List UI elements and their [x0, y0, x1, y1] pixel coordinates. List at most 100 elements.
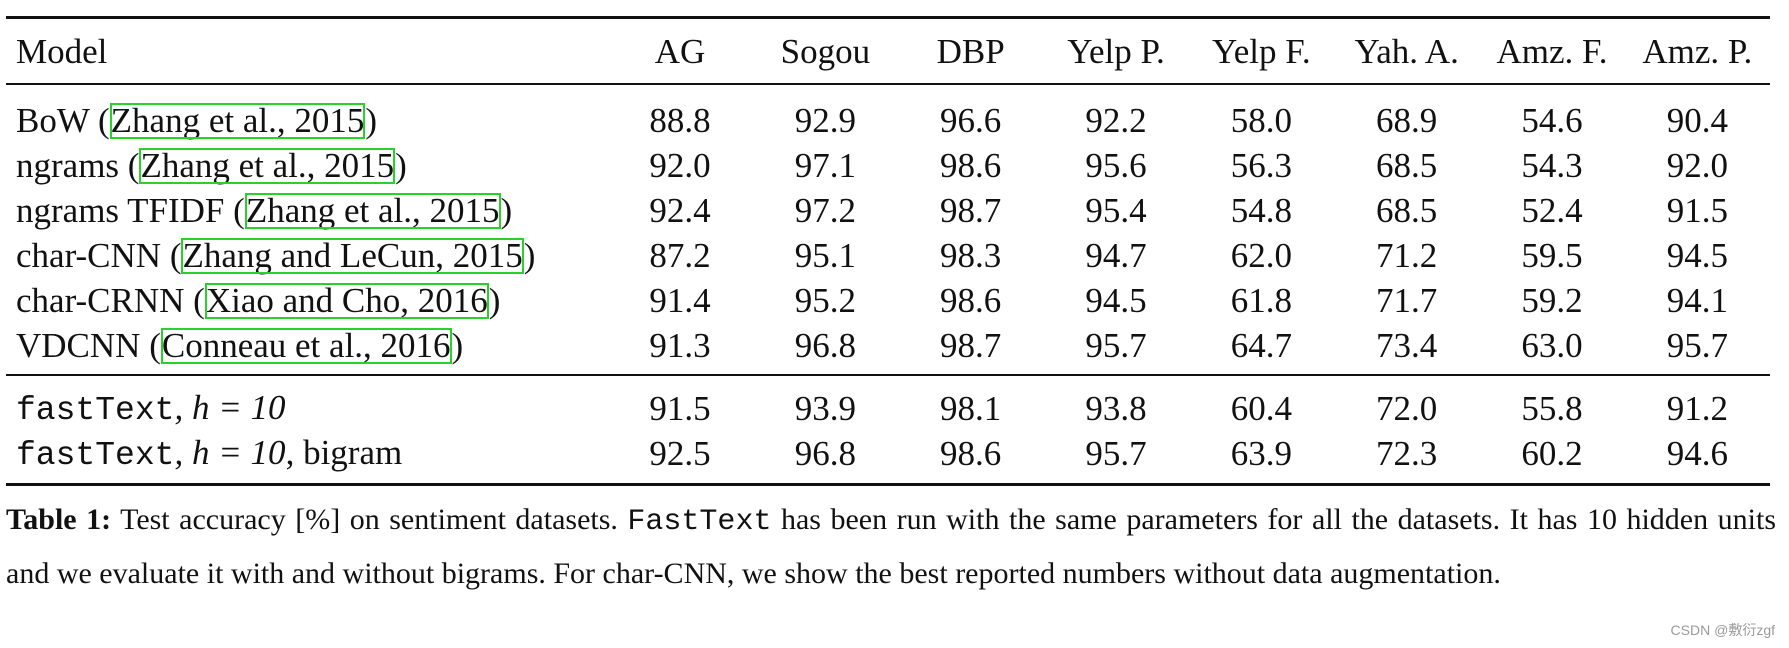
value-cell: 94.7 [1085, 235, 1147, 275]
value-cell: 97.2 [794, 190, 856, 230]
model-name: VDCNN ( [16, 325, 161, 365]
value-cell: 91.5 [649, 388, 711, 428]
model-cell: char-CRNN (Xiao and Cho, 2016) [6, 278, 607, 323]
header-cell: Amz. F. [1496, 32, 1608, 71]
model-close-paren: ) [488, 280, 501, 320]
value-cell: 91.2 [1666, 388, 1728, 428]
header-cell: Amz. P. [1642, 32, 1753, 71]
model-close-paren: ) [451, 325, 464, 365]
citation-link[interactable]: Zhang and LeCun, 2015 [181, 235, 524, 275]
model-name: ngrams TFIDF ( [16, 190, 245, 230]
value-cell: 94.1 [1666, 280, 1728, 320]
table-row: fastText, h = 10, bigram 92.5 96.8 98.6 95.7… [6, 431, 1770, 476]
header-cell: Yelp F. [1211, 32, 1311, 71]
value-cell: 98.7 [940, 190, 1002, 230]
value-cell: 98.7 [940, 325, 1002, 365]
value-cell: 94.5 [1085, 280, 1147, 320]
header-cell: DBP [936, 32, 1005, 71]
model-mono-name: fastText [16, 392, 175, 429]
citation-link[interactable]: Xiao and Cho, 2016 [204, 280, 489, 320]
model-cell: ngrams TFIDF (Zhang et al., 2015) [6, 188, 607, 233]
value-cell: 91.5 [1666, 190, 1728, 230]
model-cell: fastText, h = 10 [6, 386, 607, 431]
table-row: ngrams (Zhang et al., 2015) 92.0 97.1 98.6 9… [6, 143, 1770, 188]
top-rule [6, 16, 1770, 19]
citation-link[interactable]: Conneau et al., 2016 [160, 325, 452, 365]
value-cell: 98.6 [940, 433, 1002, 473]
value-cell: 88.8 [649, 100, 711, 140]
table-row: BoW (Zhang et al., 2015) 88.8 92.9 96.6 92.2… [6, 98, 1770, 143]
model-close-paren: ) [523, 235, 536, 275]
model-param: , h = 10 [174, 388, 286, 427]
table-caption: Table 1: Test accuracy [%] on sentiment … [6, 494, 1776, 599]
value-cell: 96.6 [940, 100, 1002, 140]
value-cell: 59.2 [1521, 280, 1583, 320]
value-cell: 92.2 [1085, 100, 1147, 140]
value-cell: 95.7 [1085, 325, 1147, 365]
citation-link[interactable]: Zhang et al., 2015 [139, 145, 396, 185]
model-cell: ngrams (Zhang et al., 2015) [6, 143, 607, 188]
value-cell: 73.4 [1376, 325, 1438, 365]
value-cell: 71.7 [1376, 280, 1438, 320]
caption-label: Table 1: [6, 503, 112, 536]
model-name: char-CRNN ( [16, 280, 205, 320]
value-cell: 95.1 [794, 235, 856, 275]
header-row: Model AG Sogou DBP Yelp P. Yelp F. Yah. … [6, 16, 1770, 86]
value-cell: 55.8 [1521, 388, 1583, 428]
model-name: BoW ( [16, 100, 110, 140]
value-cell: 61.8 [1230, 280, 1292, 320]
value-cell: 92.5 [649, 433, 711, 473]
value-cell: 93.8 [1085, 388, 1147, 428]
value-cell: 94.6 [1666, 433, 1728, 473]
table-row: char-CRNN (Xiao and Cho, 2016) 91.4 95.2 98… [6, 278, 1770, 323]
value-cell: 95.6 [1085, 145, 1147, 185]
value-cell: 91.4 [649, 280, 711, 320]
value-cell: 63.0 [1521, 325, 1583, 365]
value-cell: 92.9 [794, 100, 856, 140]
value-cell: 60.2 [1521, 433, 1583, 473]
value-cell: 54.3 [1521, 145, 1583, 185]
model-close-paren: ) [500, 190, 513, 230]
value-cell: 96.8 [794, 325, 856, 365]
value-cell: 54.8 [1230, 190, 1292, 230]
value-cell: 97.1 [794, 145, 856, 185]
value-cell: 87.2 [649, 235, 711, 275]
results-table: Model AG Sogou DBP Yelp P. Yelp F. Yah. … [6, 16, 1770, 476]
value-cell: 90.4 [1666, 100, 1728, 140]
citation-link[interactable]: Zhang et al., 2015 [109, 100, 366, 140]
value-cell: 92.4 [649, 190, 711, 230]
value-cell: 95.7 [1666, 325, 1728, 365]
value-cell: 71.2 [1376, 235, 1438, 275]
value-cell: 68.9 [1376, 100, 1438, 140]
header-rule [6, 83, 1770, 85]
header-cell: Model [16, 32, 108, 71]
model-suffix: , bigram [285, 433, 403, 472]
value-cell: 56.3 [1230, 145, 1292, 185]
value-cell: 52.4 [1521, 190, 1583, 230]
value-cell: 63.9 [1230, 433, 1292, 473]
value-cell: 54.6 [1521, 100, 1583, 140]
citation-link[interactable]: Zhang et al., 2015 [244, 190, 501, 230]
value-cell: 94.5 [1666, 235, 1728, 275]
header-cell: Sogou [780, 32, 871, 71]
value-cell: 59.5 [1521, 235, 1583, 275]
value-cell: 62.0 [1230, 235, 1292, 275]
value-cell: 72.0 [1376, 388, 1438, 428]
bottom-rule [6, 483, 1770, 486]
model-mono-name: fastText [16, 437, 175, 474]
value-cell: 93.9 [794, 388, 856, 428]
value-cell: 64.7 [1230, 325, 1292, 365]
value-cell: 72.3 [1376, 433, 1438, 473]
value-cell: 98.6 [940, 280, 1002, 320]
value-cell: 96.8 [794, 433, 856, 473]
value-cell: 98.6 [940, 145, 1002, 185]
model-cell: BoW (Zhang et al., 2015) [6, 98, 607, 143]
value-cell: 92.0 [649, 145, 711, 185]
header-cell: AG [654, 32, 706, 71]
value-cell: 95.4 [1085, 190, 1147, 230]
header-cell: Yelp P. [1067, 32, 1165, 71]
mid-rule [6, 374, 1770, 376]
value-cell: 92.0 [1666, 145, 1728, 185]
value-cell: 95.7 [1085, 433, 1147, 473]
value-cell: 68.5 [1376, 145, 1438, 185]
